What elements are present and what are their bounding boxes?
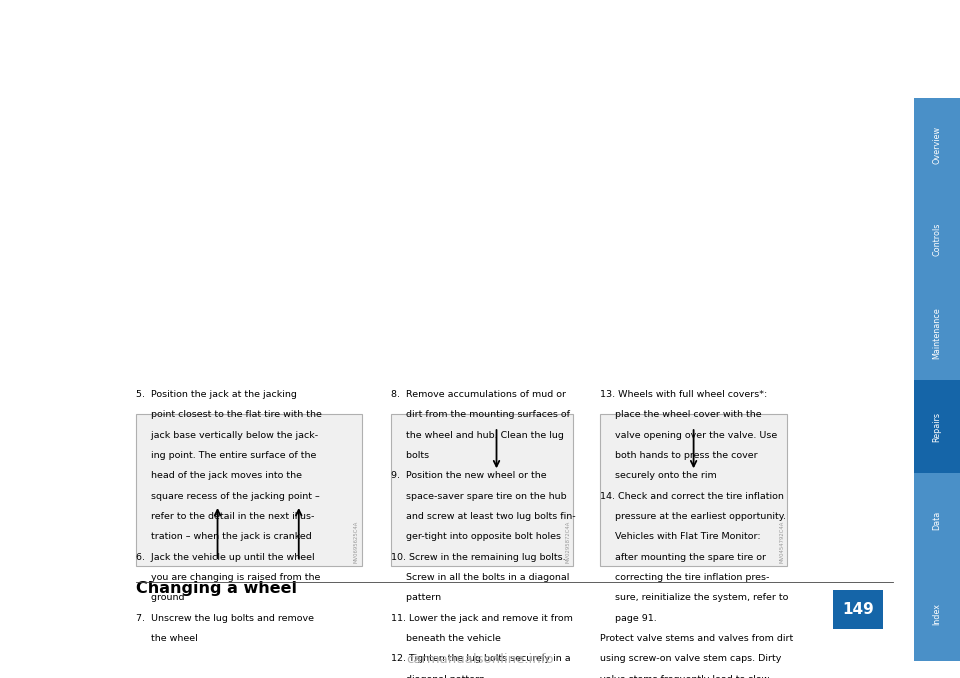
Text: Protect valve stems and valves from dirt: Protect valve stems and valves from dirt [600,634,793,643]
Text: carmanualsonline.info: carmanualsonline.info [406,653,554,666]
Text: Maintenance: Maintenance [932,307,942,359]
Text: 7.  Unscrew the lug bolts and remove: 7. Unscrew the lug bolts and remove [136,614,314,622]
Text: valve opening over the valve. Use: valve opening over the valve. Use [600,431,778,439]
Text: 10. Screw in the remaining lug bolts.: 10. Screw in the remaining lug bolts. [391,553,565,561]
Text: 6.  Jack the vehicle up until the wheel: 6. Jack the vehicle up until the wheel [136,553,315,561]
Text: you are changing is raised from the: you are changing is raised from the [136,573,321,582]
Text: beneath the vehicle: beneath the vehicle [391,634,500,643]
Bar [833,590,883,629]
Text: Index: Index [932,603,942,625]
Text: 8.  Remove accumulations of mud or: 8. Remove accumulations of mud or [391,390,565,399]
Text: securely onto the rim: securely onto the rim [600,471,717,480]
Text: Repairs: Repairs [932,412,942,441]
Text: 13. Wheels with full wheel covers*:: 13. Wheels with full wheel covers*: [600,390,767,399]
Text: bolts: bolts [391,451,429,460]
Text: head of the jack moves into the: head of the jack moves into the [136,471,302,480]
Text: point closest to the flat tire with the: point closest to the flat tire with the [136,410,323,419]
Bar [914,380,960,473]
Text: diagonal pattern: diagonal pattern [391,675,485,678]
Text: 12. Tighten the lug bolts securely in a: 12. Tighten the lug bolts securely in a [391,654,570,663]
Text: Changing a wheel: Changing a wheel [136,581,298,596]
Text: MV0295872C4A: MV0295872C4A [565,521,570,563]
Text: refer to the detail in the next illus-: refer to the detail in the next illus- [136,512,315,521]
Text: ground: ground [136,593,185,602]
Text: ger-tight into opposite bolt holes: ger-tight into opposite bolt holes [391,532,561,541]
Text: sure, reinitialize the system, refer to: sure, reinitialize the system, refer to [600,593,788,602]
Text: space-saver spare tire on the hub: space-saver spare tire on the hub [391,492,566,500]
Text: and screw at least two lug bolts fin-: and screw at least two lug bolts fin- [391,512,575,521]
Text: ing point. The entire surface of the: ing point. The entire surface of the [136,451,317,460]
Text: after mounting the spare tire or: after mounting the spare tire or [600,553,766,561]
Text: square recess of the jacking point –: square recess of the jacking point – [136,492,320,500]
Bar [914,286,960,380]
Text: page 91.: page 91. [600,614,657,622]
Text: 9.  Position the new wheel or the: 9. Position the new wheel or the [391,471,546,480]
Text: Controls: Controls [932,222,942,256]
Text: 149: 149 [842,602,875,617]
Text: place the wheel cover with the: place the wheel cover with the [600,410,761,419]
Text: dirt from the mounting surfaces of: dirt from the mounting surfaces of [391,410,569,419]
Bar [914,98,960,192]
Text: both hands to press the cover: both hands to press the cover [600,451,757,460]
Text: the wheel: the wheel [136,634,198,643]
Text: Vehicles with Flat Tire Monitor:: Vehicles with Flat Tire Monitor: [600,532,760,541]
Bar [914,567,960,661]
Text: pattern: pattern [391,593,441,602]
Text: Overview: Overview [932,126,942,164]
Bar [600,414,787,566]
Text: valve stems frequently lead to slow: valve stems frequently lead to slow [600,675,769,678]
Text: Data: Data [932,511,942,530]
Text: using screw-on valve stem caps. Dirty: using screw-on valve stem caps. Dirty [600,654,781,663]
Text: jack base vertically below the jack-: jack base vertically below the jack- [136,431,319,439]
Text: MV0695625C4A: MV0695625C4A [354,521,359,563]
Text: correcting the tire inflation pres-: correcting the tire inflation pres- [600,573,769,582]
Bar [914,192,960,286]
Bar [136,414,362,566]
Text: pressure at the earliest opportunity.: pressure at the earliest opportunity. [600,512,786,521]
Text: tration – when the jack is cranked: tration – when the jack is cranked [136,532,312,541]
Text: 11. Lower the jack and remove it from: 11. Lower the jack and remove it from [391,614,572,622]
Text: 5.  Position the jack at the jacking: 5. Position the jack at the jacking [136,390,298,399]
Bar [391,414,573,566]
Text: 14. Check and correct the tire inflation: 14. Check and correct the tire inflation [600,492,784,500]
Text: MV0454792C4A: MV0454792C4A [780,521,784,563]
Bar [914,473,960,567]
Text: Screw in all the bolts in a diagonal: Screw in all the bolts in a diagonal [391,573,569,582]
Text: the wheel and hub. Clean the lug: the wheel and hub. Clean the lug [391,431,564,439]
